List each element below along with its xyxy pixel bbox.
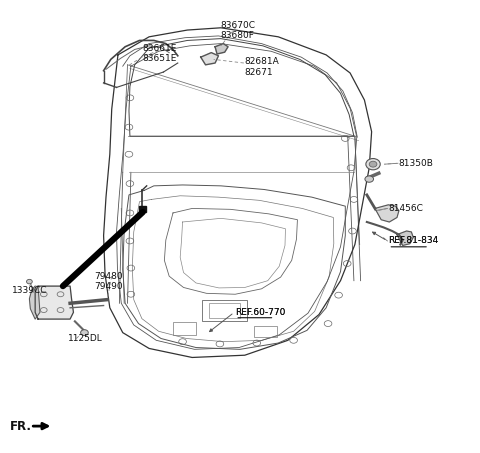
Text: 1125DL: 1125DL xyxy=(68,334,102,343)
Text: 79480
79490: 79480 79490 xyxy=(94,272,123,291)
Bar xyxy=(202,300,247,321)
Ellipse shape xyxy=(81,330,88,336)
Bar xyxy=(209,303,240,318)
Bar xyxy=(254,326,277,337)
Polygon shape xyxy=(201,53,218,65)
Text: FR.: FR. xyxy=(10,419,32,433)
Text: 83661E
83651E: 83661E 83651E xyxy=(142,43,176,63)
Text: 1339CC: 1339CC xyxy=(12,286,47,295)
Text: 82681A
82671: 82681A 82671 xyxy=(245,57,279,77)
Bar xyxy=(173,322,196,335)
Polygon shape xyxy=(397,231,413,246)
Polygon shape xyxy=(375,205,399,222)
Ellipse shape xyxy=(26,280,32,284)
Text: REF.60-770: REF.60-770 xyxy=(235,308,286,317)
Text: 81350B: 81350B xyxy=(398,159,433,168)
Text: REF.81-834: REF.81-834 xyxy=(388,236,439,246)
Text: REF.81-834: REF.81-834 xyxy=(388,236,439,246)
Polygon shape xyxy=(35,286,73,319)
Text: 81456C: 81456C xyxy=(388,204,423,213)
Ellipse shape xyxy=(365,176,373,182)
Ellipse shape xyxy=(369,161,377,167)
Text: REF.60-770: REF.60-770 xyxy=(235,308,286,317)
Text: 83670C
83680F: 83670C 83680F xyxy=(220,21,255,40)
Bar xyxy=(140,206,146,212)
Polygon shape xyxy=(215,43,228,54)
Ellipse shape xyxy=(366,159,380,170)
Polygon shape xyxy=(29,286,40,319)
